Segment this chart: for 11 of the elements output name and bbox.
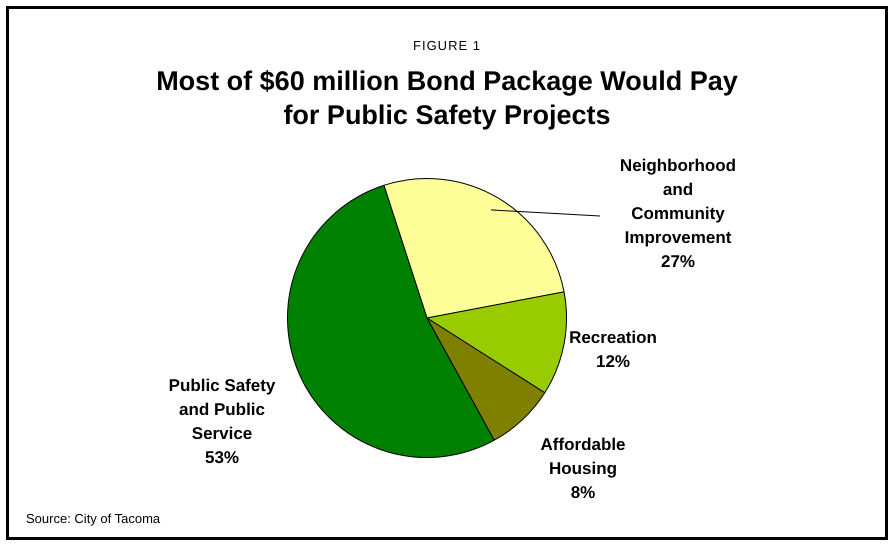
slice-label: Affordable Housing: [540, 435, 626, 478]
chart-subtitle: FIGURE 1: [412, 38, 482, 53]
data-label: 27%: [660, 252, 696, 272]
data-label: 53%: [204, 448, 240, 468]
slice-label: Public Safety and Public Service: [168, 376, 276, 444]
source-note: Source: City of Tacoma: [26, 511, 160, 526]
data-label: 8%: [570, 483, 596, 502]
slice-label: Neighborhood and Community Improvement: [620, 156, 736, 248]
chart-title: Most of $60 million Bond Package Would Pay for Public Safety Projects: [155, 65, 739, 132]
data-label: 12%: [596, 352, 630, 372]
slice-label: Recreation: [569, 328, 657, 348]
